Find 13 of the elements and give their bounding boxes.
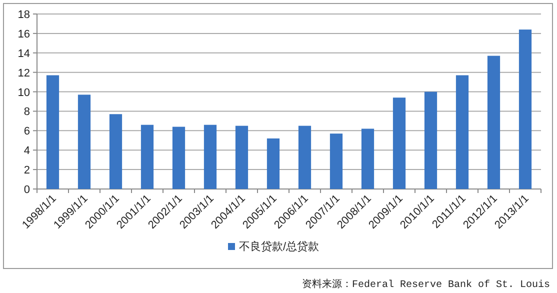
legend: 不良贷款/总贷款 bbox=[228, 241, 320, 253]
y-tick-label: 12 bbox=[18, 67, 30, 80]
y-tick-label: 18 bbox=[18, 9, 30, 21]
y-tick-label: 6 bbox=[24, 126, 30, 138]
y-tick-label: 16 bbox=[18, 28, 30, 40]
y-tick-label: 4 bbox=[24, 145, 30, 158]
y-tick-label: 14 bbox=[18, 48, 30, 60]
y-tick-label: 10 bbox=[18, 86, 30, 99]
y-tick-label: 2 bbox=[24, 164, 30, 177]
y-tick-label: 8 bbox=[24, 106, 30, 118]
y-tick-label: 0 bbox=[24, 184, 30, 196]
legend-label: 不良贷款/总贷款 bbox=[239, 240, 320, 253]
text: 资料来源：Federal Reserve Bank of St. Louis bbox=[302, 278, 550, 291]
